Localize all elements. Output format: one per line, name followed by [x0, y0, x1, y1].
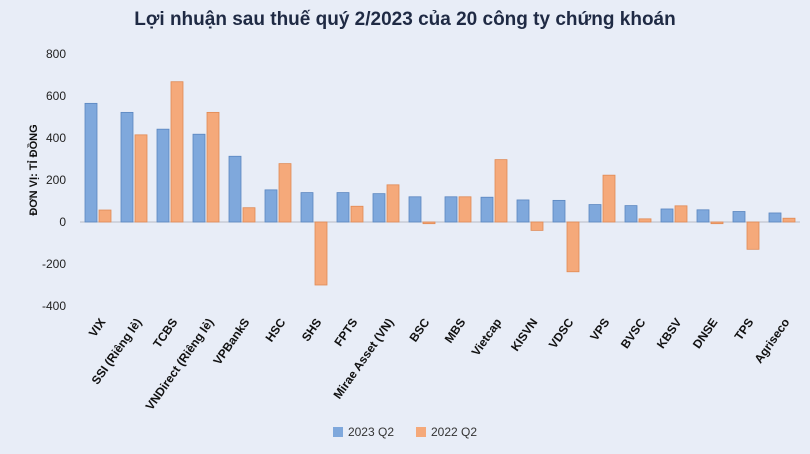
- bar-2022: [566, 221, 580, 273]
- bar-2022: [134, 134, 148, 223]
- legend-item-2022: 2022 Q2: [416, 425, 477, 439]
- bar-2023: [444, 196, 458, 223]
- x-tick-label: DNSE: [690, 316, 721, 351]
- bar-2023: [300, 192, 314, 223]
- bar-2022: [674, 205, 688, 223]
- bar-2022: [350, 205, 364, 223]
- x-tick-label: Agriseco: [752, 316, 793, 366]
- bar-2023: [624, 205, 638, 223]
- x-tick-label: MBS: [442, 316, 469, 346]
- y-tick-label: 600: [46, 89, 66, 103]
- y-tick-label: 200: [46, 173, 66, 187]
- bar-2023: [372, 193, 386, 223]
- bar-2023: [768, 212, 782, 223]
- bar-2022: [386, 184, 400, 223]
- bar-2022: [422, 221, 436, 225]
- bar-2022: [458, 196, 472, 223]
- bar-2023: [120, 111, 134, 223]
- bar-2022: [782, 217, 796, 223]
- x-tick-label: TPS: [732, 316, 757, 343]
- bar-2023: [660, 208, 674, 223]
- x-tick-label: VDSC: [546, 315, 577, 351]
- legend-swatch-2022: [416, 427, 426, 437]
- x-tick-label: BVSC: [618, 315, 649, 351]
- bar-2022: [530, 221, 544, 231]
- y-tick-label: -200: [42, 257, 66, 271]
- bar-2023: [408, 196, 422, 223]
- chart-title: Lợi nhuận sau thuế quý 2/2023 của 20 côn…: [134, 9, 676, 30]
- bar-2022: [170, 81, 184, 223]
- x-tick-label: TCBS: [150, 316, 180, 351]
- bar-2022: [242, 207, 256, 223]
- bar-2023: [588, 204, 602, 223]
- bar-2023: [696, 209, 710, 223]
- x-tick-label: VIX: [86, 316, 109, 340]
- bar-2023: [156, 128, 170, 223]
- y-tick-label: 0: [59, 215, 66, 229]
- bar-2022: [710, 221, 724, 225]
- x-tick-label: KBSV: [654, 316, 685, 351]
- y-tick-label: 400: [46, 131, 66, 145]
- y-tick-label: -400: [42, 299, 66, 313]
- legend-label-2022: 2022 Q2: [431, 425, 478, 439]
- y-axis-label: ĐƠN VỊ: TỈ ĐỒNG: [27, 124, 40, 215]
- x-tick-label: Vietcap: [469, 316, 505, 359]
- bar-2023: [192, 133, 206, 223]
- legend-swatch-2023: [332, 427, 343, 437]
- bar-2023: [552, 199, 566, 223]
- x-tick-label: SHS: [299, 316, 325, 344]
- bar-2023: [480, 196, 494, 223]
- bar-2023: [732, 211, 746, 223]
- x-tick-label: BSC: [406, 315, 432, 344]
- x-tick-label: VPBankS: [210, 316, 252, 368]
- legend-item-2023: 2023 Q2: [332, 425, 394, 439]
- bar-2022: [638, 218, 652, 223]
- x-tick-label: KISVN: [508, 316, 541, 354]
- x-tick-label: HSC: [262, 315, 288, 344]
- y-tick-label: 800: [46, 47, 66, 61]
- bar-2023: [336, 192, 350, 223]
- bar-2022: [494, 159, 508, 223]
- bar-2023: [516, 199, 530, 223]
- bar-2022: [98, 209, 112, 223]
- x-tick-label: VPS: [587, 316, 612, 344]
- legend: 2023 Q2 2022 Q2: [0, 425, 810, 439]
- legend-label-2023: 2023 Q2: [347, 425, 394, 439]
- bar-2022: [206, 111, 220, 223]
- x-tick-label: VNDirect (Riêng lẻ): [143, 316, 217, 413]
- bar-2022: [746, 221, 760, 250]
- bar-2022: [602, 174, 616, 223]
- bar-2023: [228, 155, 242, 223]
- x-tick-label: FPTS: [331, 316, 360, 349]
- bar-2022: [278, 163, 292, 223]
- bar-2022: [314, 221, 328, 286]
- bar-2023: [264, 189, 278, 223]
- bar-2023: [84, 102, 98, 223]
